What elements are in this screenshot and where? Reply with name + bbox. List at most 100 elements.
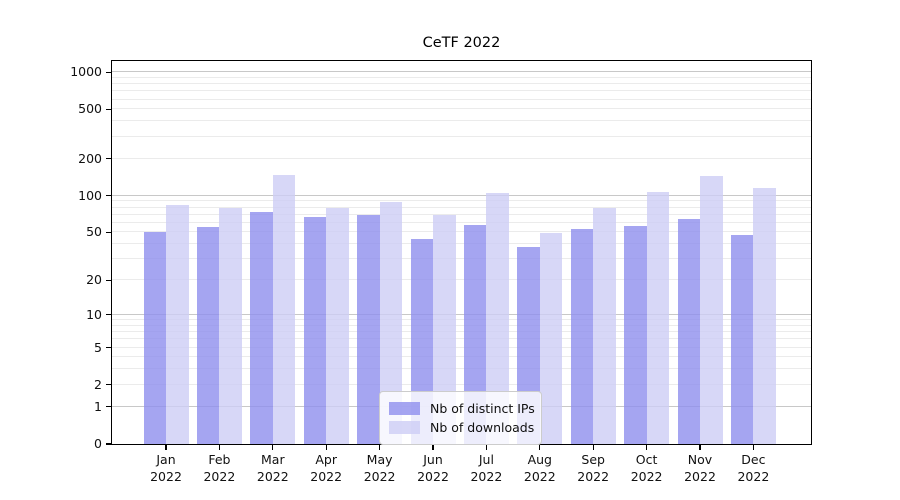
y-axis-tick-20 xyxy=(106,279,111,281)
grid-line-minor-90 xyxy=(112,200,811,202)
bar-ips-jul xyxy=(463,224,487,444)
grid-line-minor-4 xyxy=(112,356,811,358)
y-axis-tick-label-1000: 1000 xyxy=(70,64,102,80)
y-axis-tick-label-1: 1 xyxy=(94,398,102,414)
legend-label-distinct-ips: Nb of distinct IPs xyxy=(430,401,535,416)
grid-line-minor-40 xyxy=(112,243,811,245)
bar-ips-jan xyxy=(143,232,166,444)
grid-line-major-10 xyxy=(112,313,811,315)
y-axis-tick-label-100: 100 xyxy=(78,187,102,203)
bar-ips-nov xyxy=(677,219,700,444)
legend-label-downloads: Nb of downloads xyxy=(430,420,535,435)
grid-line-minor-30 xyxy=(112,258,811,260)
x-axis-tick-label-sep: Sep 2022 xyxy=(577,452,610,484)
grid-line-major-100 xyxy=(112,194,811,196)
grid-line-minor-50 xyxy=(112,231,811,233)
x-axis-tick-jun xyxy=(432,445,434,450)
y-axis-tick-label-5: 5 xyxy=(94,339,102,355)
legend-item-distinct-ips: Nb of distinct IPs xyxy=(389,400,535,417)
y-axis-tick-label-10: 10 xyxy=(86,306,102,322)
bar-downloads-aug xyxy=(539,233,563,444)
x-axis-tick-label-nov: Nov 2022 xyxy=(684,452,716,484)
legend: Nb of distinct IPs Nb of downloads xyxy=(379,391,542,445)
grid-line-minor-200 xyxy=(112,157,811,159)
y-axis-tick-label-0: 0 xyxy=(94,436,102,451)
x-axis-tick-nov xyxy=(699,445,701,450)
legend-swatch-downloads xyxy=(389,421,420,434)
bar-ips-sep xyxy=(570,229,594,444)
x-axis-tick-dec xyxy=(752,445,754,450)
x-axis-tick-oct xyxy=(646,445,648,450)
legend-item-downloads: Nb of downloads xyxy=(389,419,535,436)
grid-line-minor-400 xyxy=(112,120,811,122)
legend-swatch-distinct-ips xyxy=(389,402,420,415)
plot-area xyxy=(111,60,812,445)
x-axis-tick-label-feb: Feb 2022 xyxy=(203,452,236,484)
bar-downloads-jul xyxy=(486,193,509,444)
x-axis-tick-label-jun: Jun 2022 xyxy=(417,452,449,484)
y-axis-tick-2 xyxy=(106,384,111,386)
grid-line-minor-8 xyxy=(112,324,811,326)
grid-line-minor-9 xyxy=(112,319,811,321)
grid-line-minor-300 xyxy=(112,135,811,137)
bar-ips-feb xyxy=(196,227,220,444)
x-axis-tick-label-oct: Oct 2022 xyxy=(630,452,663,484)
y-axis-tick-50 xyxy=(106,231,111,233)
bar-downloads-nov xyxy=(700,175,723,444)
bar-downloads-sep xyxy=(593,207,616,444)
grid-line-major-1000 xyxy=(112,71,811,73)
x-axis-tick-jan xyxy=(165,445,167,450)
grid-line-minor-900 xyxy=(112,76,811,78)
y-axis-tick-label-500: 500 xyxy=(78,101,102,117)
grid-line-minor-7 xyxy=(112,331,811,333)
bar-downloads-dec xyxy=(753,187,776,444)
x-axis-tick-label-jul: Jul 2022 xyxy=(470,452,503,484)
grid-line-minor-20 xyxy=(112,279,811,281)
bar-downloads-apr xyxy=(326,207,349,444)
x-axis-tick-label-apr: Apr 2022 xyxy=(310,452,343,484)
x-axis-tick-aug xyxy=(539,445,541,450)
grid-line-minor-800 xyxy=(112,83,811,85)
bar-ips-dec xyxy=(730,234,754,444)
grid-line-minor-600 xyxy=(112,98,811,100)
grid-line-minor-5 xyxy=(112,346,811,348)
bar-ips-apr xyxy=(303,216,327,444)
bar-downloads-jun xyxy=(433,215,456,444)
bar-downloads-feb xyxy=(219,208,242,444)
y-axis-tick-label-2: 2 xyxy=(94,376,102,392)
x-axis-tick-label-aug: Aug 2022 xyxy=(523,452,556,484)
y-axis-tick-5 xyxy=(106,347,111,349)
bar-ips-mar xyxy=(250,211,273,444)
y-axis-tick-100 xyxy=(106,195,111,197)
y-axis-tick-10 xyxy=(106,314,111,316)
grid-line-minor-70 xyxy=(112,213,811,215)
grid-line-minor-500 xyxy=(112,108,811,110)
grid-line-minor-700 xyxy=(112,90,811,92)
grid-line-minor-3 xyxy=(112,368,811,370)
y-axis-tick-0 xyxy=(106,443,111,445)
y-axis-tick-label-20: 20 xyxy=(86,272,102,288)
y-axis-tick-label-50: 50 xyxy=(86,224,102,240)
x-axis-tick-label-jan: Jan 2022 xyxy=(150,452,182,484)
bar-downloads-oct xyxy=(646,192,670,444)
x-axis-tick-sep xyxy=(592,445,594,450)
x-axis-tick-apr xyxy=(325,445,327,450)
y-axis-tick-500 xyxy=(106,108,111,110)
x-axis-tick-label-dec: Dec 2022 xyxy=(737,452,770,484)
bar-downloads-may xyxy=(379,201,403,444)
x-axis-tick-jul xyxy=(485,445,487,450)
x-axis-tick-label-mar: Mar 2022 xyxy=(256,452,289,484)
grid-line-minor-80 xyxy=(112,206,811,208)
grid-line-minor-60 xyxy=(112,221,811,223)
y-axis-tick-1000 xyxy=(106,71,111,73)
bar-ips-oct xyxy=(624,226,647,444)
y-axis-tick-200 xyxy=(106,157,111,160)
y-axis-tick-1 xyxy=(106,406,111,408)
x-axis-tick-mar xyxy=(272,445,274,450)
grid-line-minor-6 xyxy=(112,338,811,340)
bar-downloads-mar xyxy=(272,175,296,444)
x-axis-tick-may xyxy=(379,445,381,450)
bar-downloads-jan xyxy=(166,204,189,444)
bar-ips-may xyxy=(357,215,380,444)
